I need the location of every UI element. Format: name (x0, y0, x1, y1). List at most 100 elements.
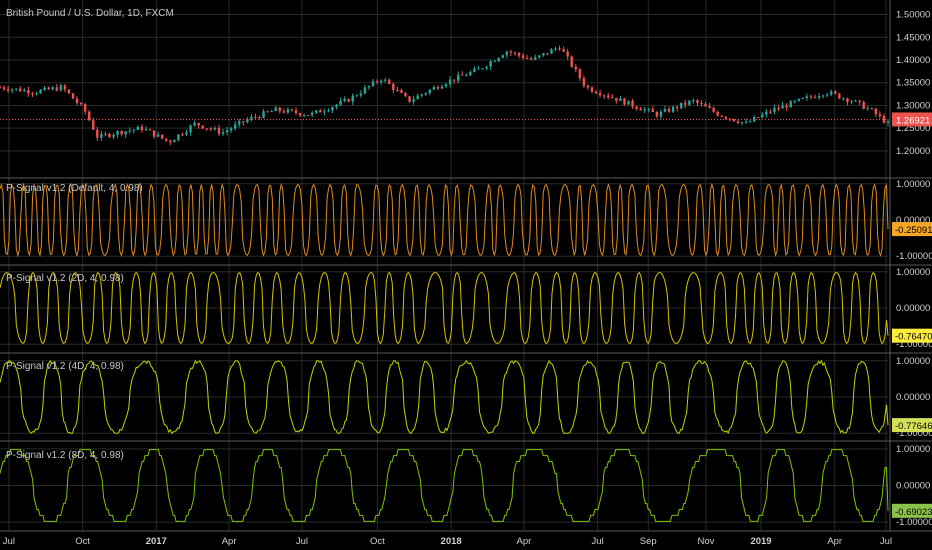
candle-body (238, 121, 241, 125)
candle-body (777, 107, 780, 109)
candle-body (71, 93, 75, 99)
candle-body (866, 108, 869, 110)
candle-body (278, 107, 281, 112)
candle-body (286, 109, 290, 113)
candle-body (521, 55, 525, 59)
candle-body (359, 93, 363, 96)
candle-body (221, 132, 225, 134)
candle-body (598, 93, 602, 96)
candle-body (375, 81, 379, 83)
candle-body (558, 48, 561, 50)
candle-body (635, 106, 638, 109)
candle-body (363, 87, 367, 94)
candle-body (830, 91, 833, 95)
signal-2d-title: P-Signal v1.2 (2D, 4, 0.98) (6, 273, 124, 284)
price-pane-title: British Pound / U.S. Dollar, 1D, FXCM (6, 8, 174, 19)
x-tick-label: 2018 (441, 536, 462, 547)
axis-layer: Jul Oct 2017 Apr Jul Oct 2018 Apr Jul Sep Nov 2019 A… (3, 10, 932, 547)
x-tick-label: 2019 (750, 536, 771, 547)
candle-body (473, 68, 476, 72)
candle-body (578, 69, 582, 79)
candle-body (570, 56, 573, 67)
candle-body (631, 100, 634, 107)
candle-body (651, 108, 655, 112)
series-layer (0, 45, 890, 522)
candle-body (404, 92, 407, 97)
candle-body (505, 51, 509, 56)
candle-body (412, 99, 415, 102)
candle-body (765, 111, 768, 115)
signal-value-badge (892, 503, 932, 518)
candle-body (83, 104, 87, 112)
signal-tick-label: 0.00000 (896, 392, 930, 403)
candle-body (785, 105, 788, 108)
candle-body (152, 130, 156, 137)
candle-body (525, 58, 529, 60)
candle-body (169, 140, 172, 143)
candle-body (428, 89, 432, 94)
candle-body (75, 98, 79, 103)
signal-tick-label: 0.00000 (896, 481, 930, 492)
candle-body (225, 130, 229, 133)
candle-body (302, 115, 306, 117)
candle-body (331, 107, 334, 111)
candle-body (550, 49, 553, 54)
candle-body (35, 93, 38, 95)
candle-body (838, 93, 841, 99)
candle-body (339, 100, 342, 105)
candle-body (177, 134, 180, 140)
candle-body (436, 87, 440, 89)
candle-body (639, 108, 642, 111)
x-tick-label: Apr (222, 536, 237, 547)
candle-body (534, 57, 537, 60)
candle-body (132, 129, 136, 131)
candle-body (444, 84, 448, 87)
x-tick-label: 2017 (146, 536, 167, 547)
candle-body (217, 128, 221, 134)
candle-body (501, 55, 504, 58)
candle-body (684, 102, 687, 105)
candle-body (193, 122, 196, 126)
candle-body (748, 121, 752, 123)
candle-body (586, 85, 590, 88)
candle-body (700, 103, 703, 105)
candle-body (165, 138, 168, 141)
signal-tick-label: -1.00000 (896, 517, 932, 528)
price-tick-label: 1.40000 (896, 55, 930, 66)
candle-body (781, 105, 784, 109)
candle-body (250, 116, 253, 120)
candle-body (789, 101, 792, 108)
candle-body (319, 110, 322, 113)
x-tick-label: Oct (370, 536, 385, 547)
candle-body (294, 110, 298, 114)
candle-body (173, 139, 176, 143)
candle-body (392, 83, 395, 90)
signal-8d-title: P-Signal v1.2 (8D, 4, 0.98) (6, 450, 124, 461)
signal-tick-label: -1.00000 (896, 251, 932, 262)
candle-body (740, 122, 744, 124)
candle-body (582, 78, 586, 86)
x-tick-label: Nov (698, 536, 715, 547)
candle-body (2, 87, 6, 90)
candle-body (821, 95, 825, 97)
candle-body (805, 96, 809, 99)
candle-body (55, 87, 58, 91)
candle-body (347, 99, 350, 102)
candle-body (590, 87, 594, 92)
candle-body (112, 134, 115, 137)
candle-body (59, 85, 63, 91)
candle-body (371, 81, 375, 86)
candle-body (384, 79, 387, 81)
signal-value-label: -0.25091 (895, 225, 932, 236)
candle-body (716, 111, 719, 116)
candle-body (23, 90, 26, 92)
price-tick-label: 1.35000 (896, 78, 930, 89)
candle-body (448, 79, 452, 85)
candle-body (140, 126, 144, 131)
candle-body (416, 95, 419, 100)
candle-body (6, 89, 10, 91)
candle-body (554, 48, 557, 50)
candle-body (160, 134, 164, 139)
